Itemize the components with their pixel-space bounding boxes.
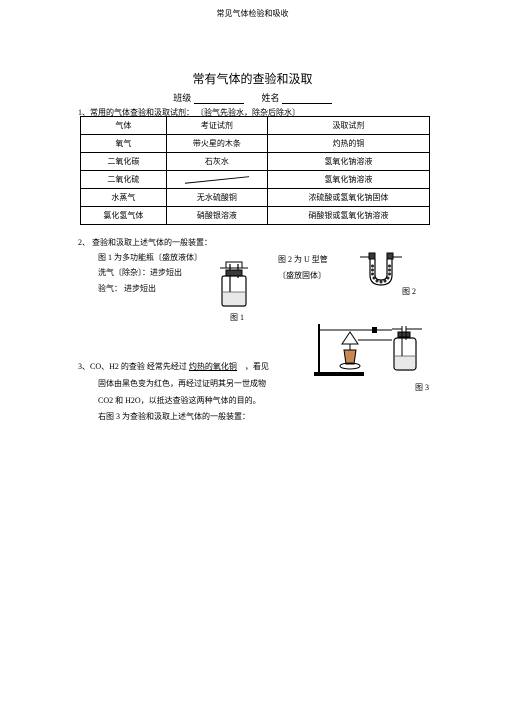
strike-icon	[167, 171, 267, 188]
section3-line1: 3、CO、H2 的查验 经常先经过 灼热的氧化铜 ，看见	[78, 359, 308, 376]
fig3-apparatus-icon	[312, 320, 432, 380]
cell: 二氧化碳	[81, 153, 167, 171]
cell: 带火星的木条	[166, 135, 267, 153]
section2-line4: 验气： 进步短出	[98, 281, 212, 296]
section3: 3、CO、H2 的查验 经常先经过 灼热的氧化铜 ，看见 固体由黑色变为红色，再…	[78, 359, 308, 426]
class-label: 班级	[173, 93, 191, 103]
s3-l1a: 3、CO、H2 的查验 经常先经过	[78, 362, 187, 371]
s3-l1b: ，看见	[245, 362, 269, 371]
cell: 无水硫酸铜	[166, 189, 267, 207]
class-blank	[194, 94, 244, 104]
cell: 氯化氢气体	[81, 207, 167, 225]
cell: 二氧化硫	[81, 171, 167, 189]
table-row: 氯化氢气体 硝酸银溶液 硝酸银或氢氧化钠溶液	[81, 207, 430, 225]
th-test: 考证试剂	[166, 117, 267, 135]
cell-strike	[166, 171, 267, 189]
table-row: 二氧化碳 石灰水 氢氧化钠溶液	[81, 153, 430, 171]
s3-l1u: 灼热的氧化铜	[189, 362, 237, 371]
text: 图 2 为 U 型管	[278, 255, 328, 264]
table-row: 二氧化硫 氢氧化钠溶液	[81, 171, 430, 189]
section2-line2: 图 1 为多功能瓶〔盛放液体〕	[98, 250, 212, 265]
name-blank	[282, 94, 332, 104]
main-title: 常有气体的查验和汲取	[0, 70, 505, 87]
fig1-label: 图 1	[230, 312, 244, 323]
cell: 硝酸银或氢氧化钠溶液	[267, 207, 429, 225]
fig3-label: 图 3	[415, 382, 429, 393]
table-header-row: 气体 考证试剂 汲取试剂	[81, 117, 430, 135]
gas-table: 气体 考证试剂 汲取试剂 氧气 带火星的木条 灼热的铜 二氧化碳 石灰水 氢氧化…	[80, 116, 430, 225]
cell: 灼热的铜	[267, 135, 429, 153]
name-label: 姓名	[262, 93, 280, 103]
fig2-top-text: 图 2 为 U 型管	[278, 254, 328, 265]
cell: 水蒸气	[81, 189, 167, 207]
section2-line1: 2、 查验和汲取上述气体的一般装置：	[78, 235, 212, 250]
table-row: 氧气 带火星的木条 灼热的铜	[81, 135, 430, 153]
section2-line3: 洗气〔除杂〕：进步短出	[98, 265, 212, 280]
fig2-right-text: 〔盛放固体〕	[278, 270, 326, 281]
cell: 氢氧化钠溶液	[267, 153, 429, 171]
fig2-utube-icon	[360, 251, 402, 291]
section3-line2: 固体由黑色变为红色，再经过证明其另一世成物	[98, 376, 308, 393]
cell: 硝酸银溶液	[166, 207, 267, 225]
section3-line4: 右图 3 为查验和汲取上述气体的一般装置：	[98, 409, 308, 426]
text: 〔盛放固体〕	[278, 271, 326, 280]
form-line: 班级 姓名	[0, 91, 505, 104]
cell: 浓硫酸或氢氧化钠固体	[267, 189, 429, 207]
fig2-label: 图 2	[402, 286, 416, 297]
th-gas: 气体	[81, 117, 167, 135]
fig1-bottle-icon	[214, 260, 254, 312]
table-row: 水蒸气 无水硫酸铜 浓硫酸或氢氧化钠固体	[81, 189, 430, 207]
cell: 氢氧化钠溶液	[267, 171, 429, 189]
section3-line3: CO2 和 H2O，以抵达查验这两种气体的目的。	[98, 393, 308, 410]
cell: 石灰水	[166, 153, 267, 171]
cell: 氧气	[81, 135, 167, 153]
page-header-small: 常见气体检验和吸收	[0, 8, 505, 19]
section2: 2、 查验和汲取上述气体的一般装置： 图 1 为多功能瓶〔盛放液体〕 洗气〔除杂…	[78, 235, 212, 296]
th-absorb: 汲取试剂	[267, 117, 429, 135]
